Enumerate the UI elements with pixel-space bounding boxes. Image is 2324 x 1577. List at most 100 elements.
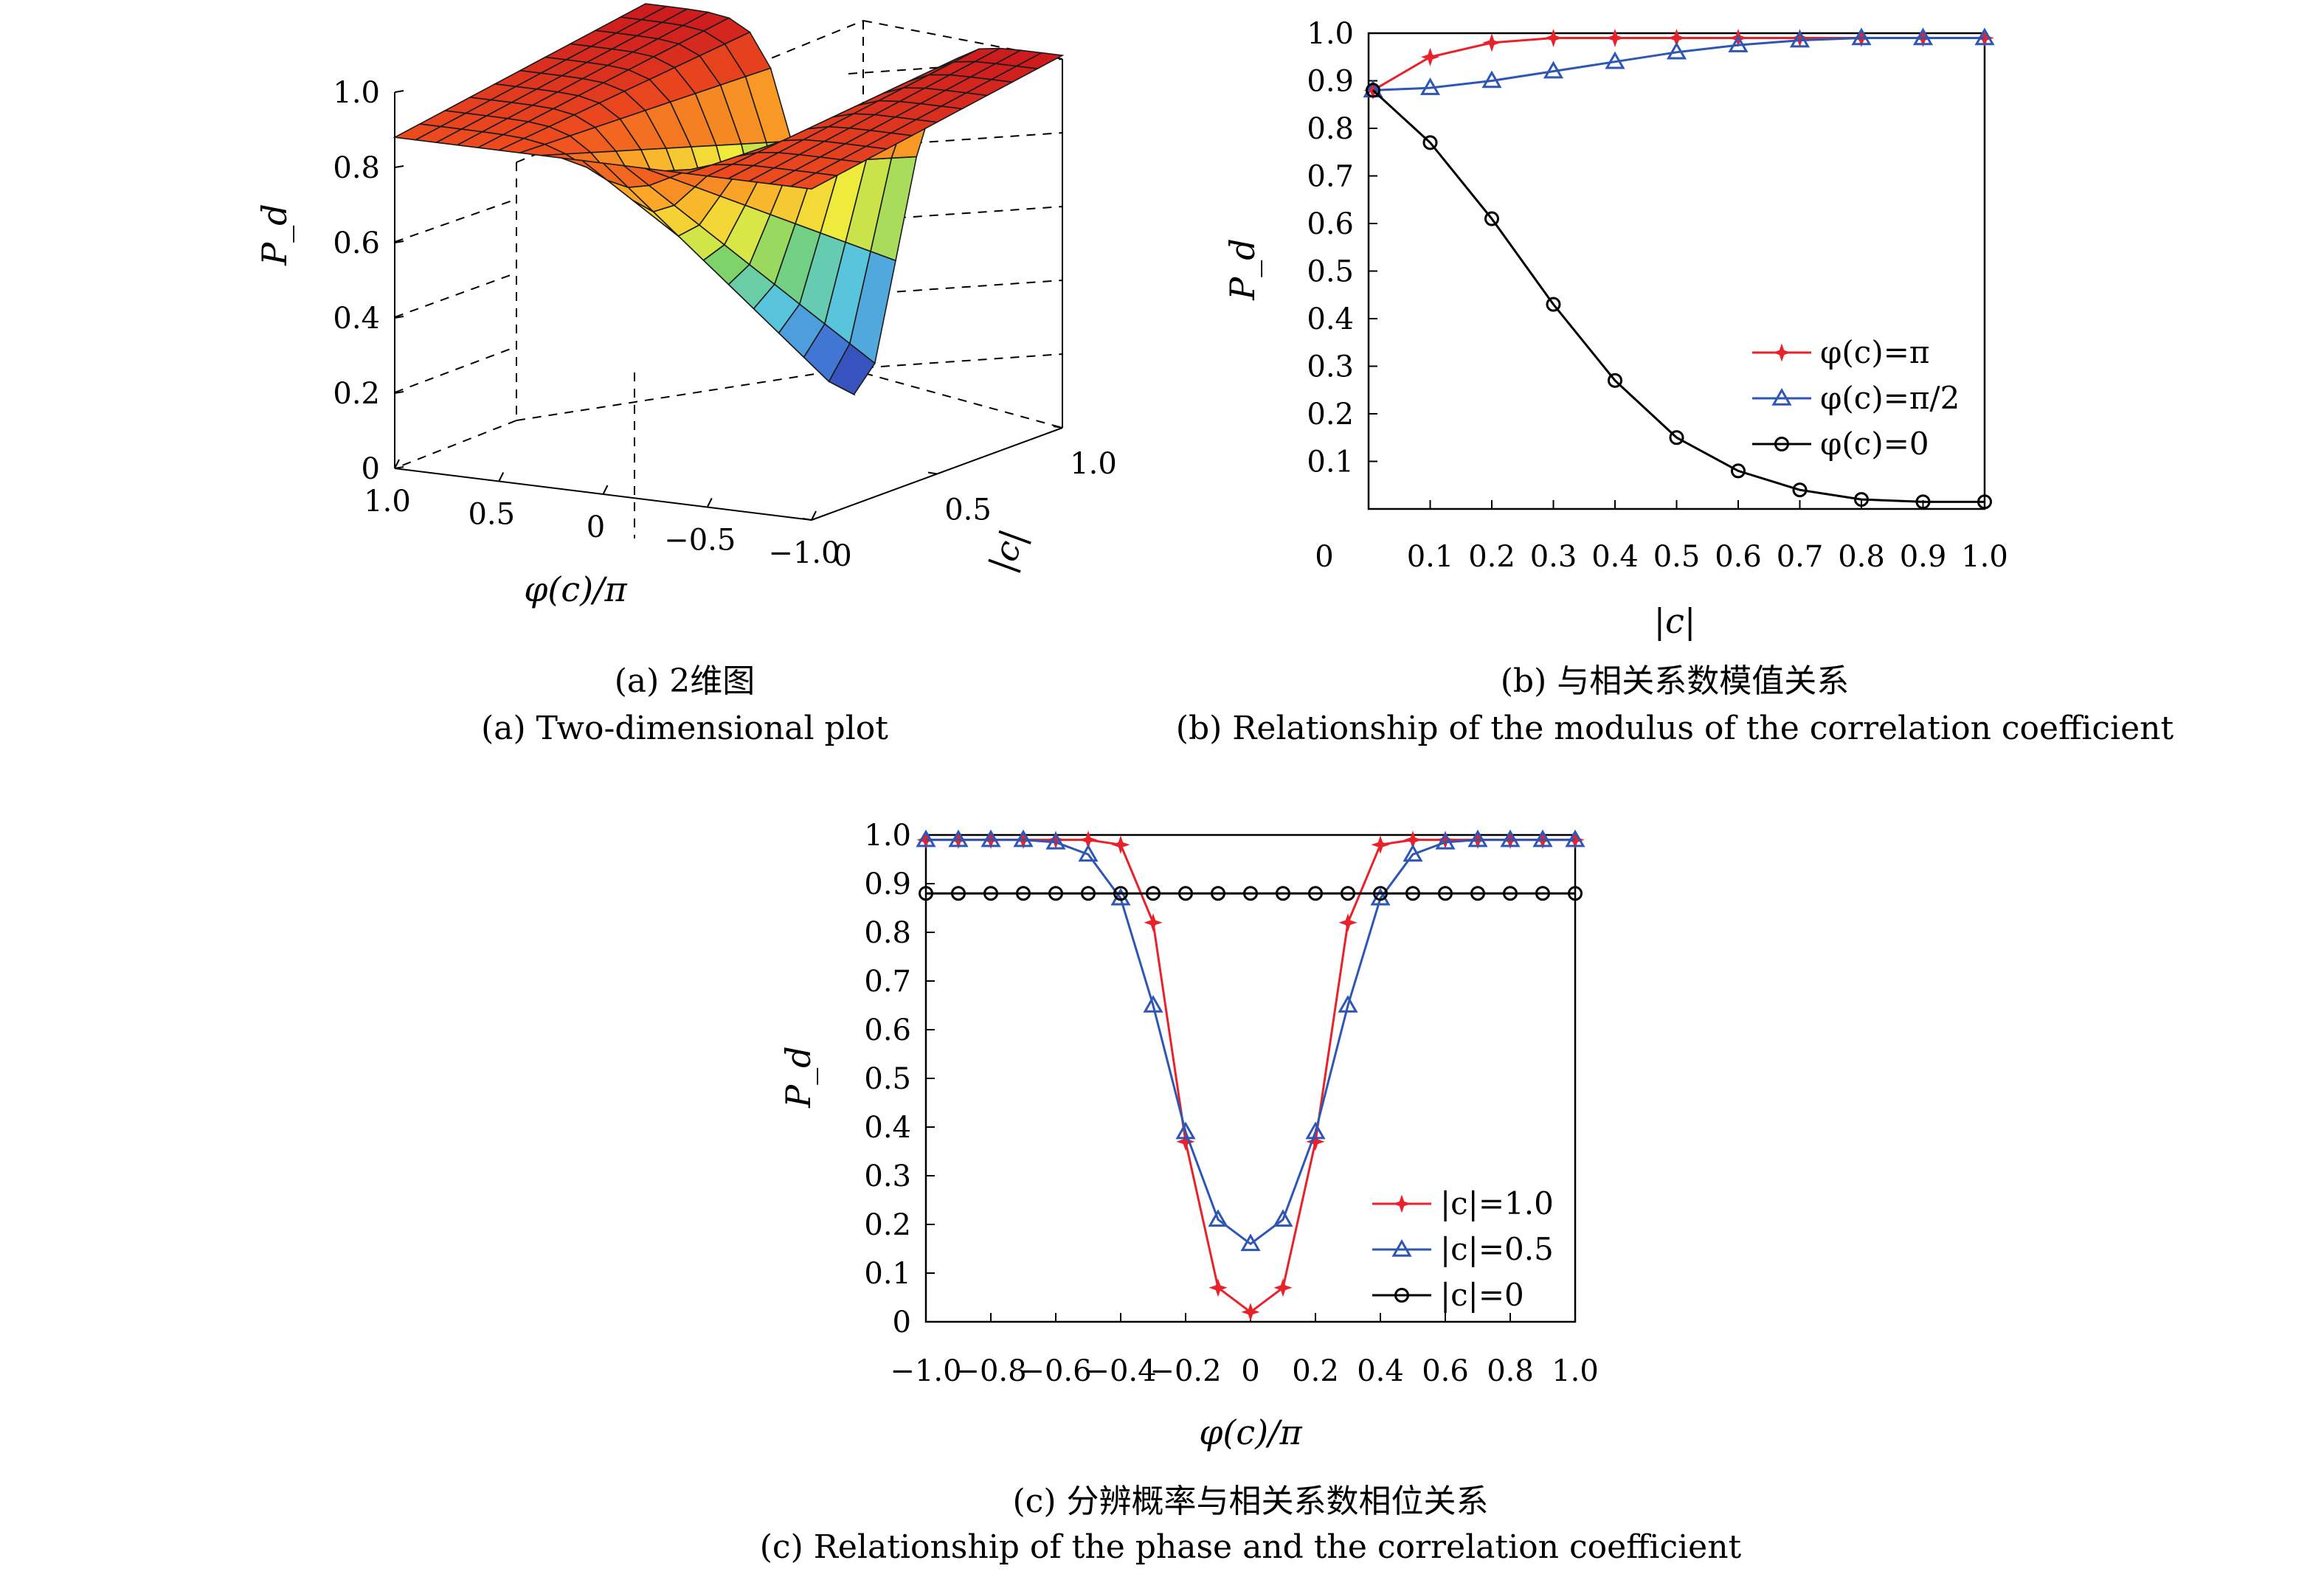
y-tick-label: 1.0	[864, 819, 911, 853]
data-point	[1146, 886, 1161, 901]
z-tick-mark	[394, 240, 404, 243]
plot-b-ylabel: P_d	[1222, 238, 1262, 300]
y-tick-mark	[1053, 426, 1063, 429]
legend-entry: |c|=0	[1372, 1277, 1524, 1313]
plot-c-ticks: −1.0−0.8−0.6−0.4−0.2 0 0.2 0.4 0.6 0.8 1.0 0 0.1…	[864, 819, 1598, 1388]
caption-a-en: (a) Two-dimensional plot	[481, 710, 888, 747]
x-tick-label: 0.6	[1715, 540, 1762, 574]
series-2	[1366, 83, 1992, 510]
legend-label: φ(c)=π/2	[1820, 380, 1960, 416]
y-tick-label: 0.4	[1307, 302, 1354, 336]
data-point	[1371, 835, 1390, 854]
legend-marker	[1394, 1288, 1409, 1303]
z-tick-label: 0.4	[333, 302, 380, 336]
surface-mesh	[392, 3, 1065, 396]
legend-entry: |c|=0.5	[1372, 1231, 1554, 1267]
plot-c-series	[916, 829, 1585, 1322]
series-0	[1363, 28, 1994, 100]
x-tick-label: 0.7	[1777, 540, 1824, 574]
data-point	[1338, 994, 1358, 1013]
data-point	[1532, 829, 1553, 848]
x-tick-label: 0	[1241, 1354, 1259, 1388]
data-point	[1208, 1209, 1228, 1227]
data-point	[1608, 372, 1622, 388]
data-point	[1467, 829, 1488, 848]
data-point	[1211, 886, 1225, 901]
caption-c-en: (c) Relationship of the phase and the co…	[760, 1528, 1742, 1566]
data-point	[1974, 27, 1995, 46]
z-axis-label: P_d	[255, 204, 294, 266]
data-point	[1045, 831, 1066, 850]
data-point	[1111, 835, 1130, 854]
data-point	[1419, 77, 1441, 95]
y-tick-label: 0.8	[1307, 112, 1354, 146]
data-point	[1484, 211, 1499, 226]
z-tick-mark	[394, 391, 404, 394]
data-point	[919, 886, 933, 901]
y-tick-label: 1.0	[1307, 17, 1354, 51]
y-tick-label: 0.6	[864, 1013, 911, 1047]
plot-c-legend: |c|=1.0 |c|=0.5 |c|=0	[1372, 1185, 1554, 1313]
z-tick-label: 0	[362, 452, 380, 486]
x-tick-label: 0	[587, 510, 605, 544]
data-point	[1481, 70, 1502, 89]
data-point	[1405, 886, 1420, 901]
data-point	[1143, 994, 1163, 1013]
x-tick-label: 0.6	[1422, 1354, 1469, 1388]
data-point	[1543, 28, 1563, 48]
x-tick-label: −0.4	[1085, 1354, 1156, 1388]
y-tick-label: 0.1	[1307, 446, 1354, 479]
y-tick-mark	[802, 518, 812, 521]
data-point	[1422, 135, 1438, 150]
x-tick-label: 0.8	[1838, 540, 1885, 574]
data-point	[1366, 83, 1380, 98]
x-tick-label: 0.2	[1468, 540, 1515, 574]
y-tick-label: 0.8	[864, 916, 911, 950]
series-line	[926, 839, 1575, 1246]
x-tick-label: 0.8	[1487, 1354, 1534, 1388]
z-tick-mark	[394, 466, 404, 469]
x-tick-mark	[811, 510, 817, 521]
data-point	[916, 829, 936, 848]
data-point	[1241, 1303, 1260, 1322]
data-point	[1605, 51, 1625, 69]
legend-entry: |c|=1.0	[1372, 1185, 1554, 1221]
y-tick-label: 0.5	[944, 493, 992, 527]
data-point	[1016, 886, 1031, 901]
data-point	[1175, 1121, 1196, 1140]
data-point	[1273, 1278, 1293, 1297]
caption-c-cn: (c) 分辨概率与相关系数相位关系	[1013, 1483, 1489, 1520]
data-point	[1276, 886, 1290, 901]
legend-marker	[1772, 343, 1791, 362]
caption-b-cn: (b) 与相关系数模值关系	[1501, 662, 1849, 700]
legend-marker	[1392, 1194, 1411, 1213]
x-tick-label: −1.0	[768, 536, 840, 570]
x-tick-label: 0.5	[468, 498, 515, 532]
data-point	[1912, 27, 1934, 46]
z-tick-label: 0.6	[333, 226, 380, 260]
series-line	[1372, 36, 1985, 91]
data-point	[1565, 829, 1585, 848]
legend-entry: φ(c)=π	[1752, 334, 1930, 370]
plot-b-ticks: 0 0.1 0.2 0.3 0.4 0.5 0.6 0.7 0.8 0.9 1.0 0.1 0.2 0.3…	[1307, 17, 2007, 574]
y-tick-label: 0.9	[864, 867, 911, 901]
data-point	[983, 886, 998, 901]
x-tick-label: 0.5	[1653, 540, 1701, 574]
y-tick-label: 0.3	[864, 1160, 911, 1193]
plot-b-legend: φ(c)=π φ(c)=π/2 φ(c)=0	[1752, 334, 1960, 462]
z-tick-label: 0.8	[333, 151, 380, 185]
y-tick-label: 0	[833, 539, 851, 573]
y-tick-label: 0.4	[864, 1111, 911, 1145]
surface-plot-panel: 00.20.40.60.81.0 1.0 0.5 0 −0.5 −1.0 00.51.0…	[255, 3, 1117, 747]
data-point	[1854, 492, 1869, 507]
data-point	[1728, 35, 1749, 52]
data-point	[1308, 886, 1323, 901]
data-point	[1438, 886, 1453, 901]
data-point	[1851, 27, 1872, 46]
data-point	[1915, 494, 1931, 510]
data-point	[1240, 1233, 1261, 1252]
plot-b-series	[1363, 27, 1995, 510]
x-tick-mark	[394, 459, 400, 469]
data-point	[948, 829, 969, 848]
